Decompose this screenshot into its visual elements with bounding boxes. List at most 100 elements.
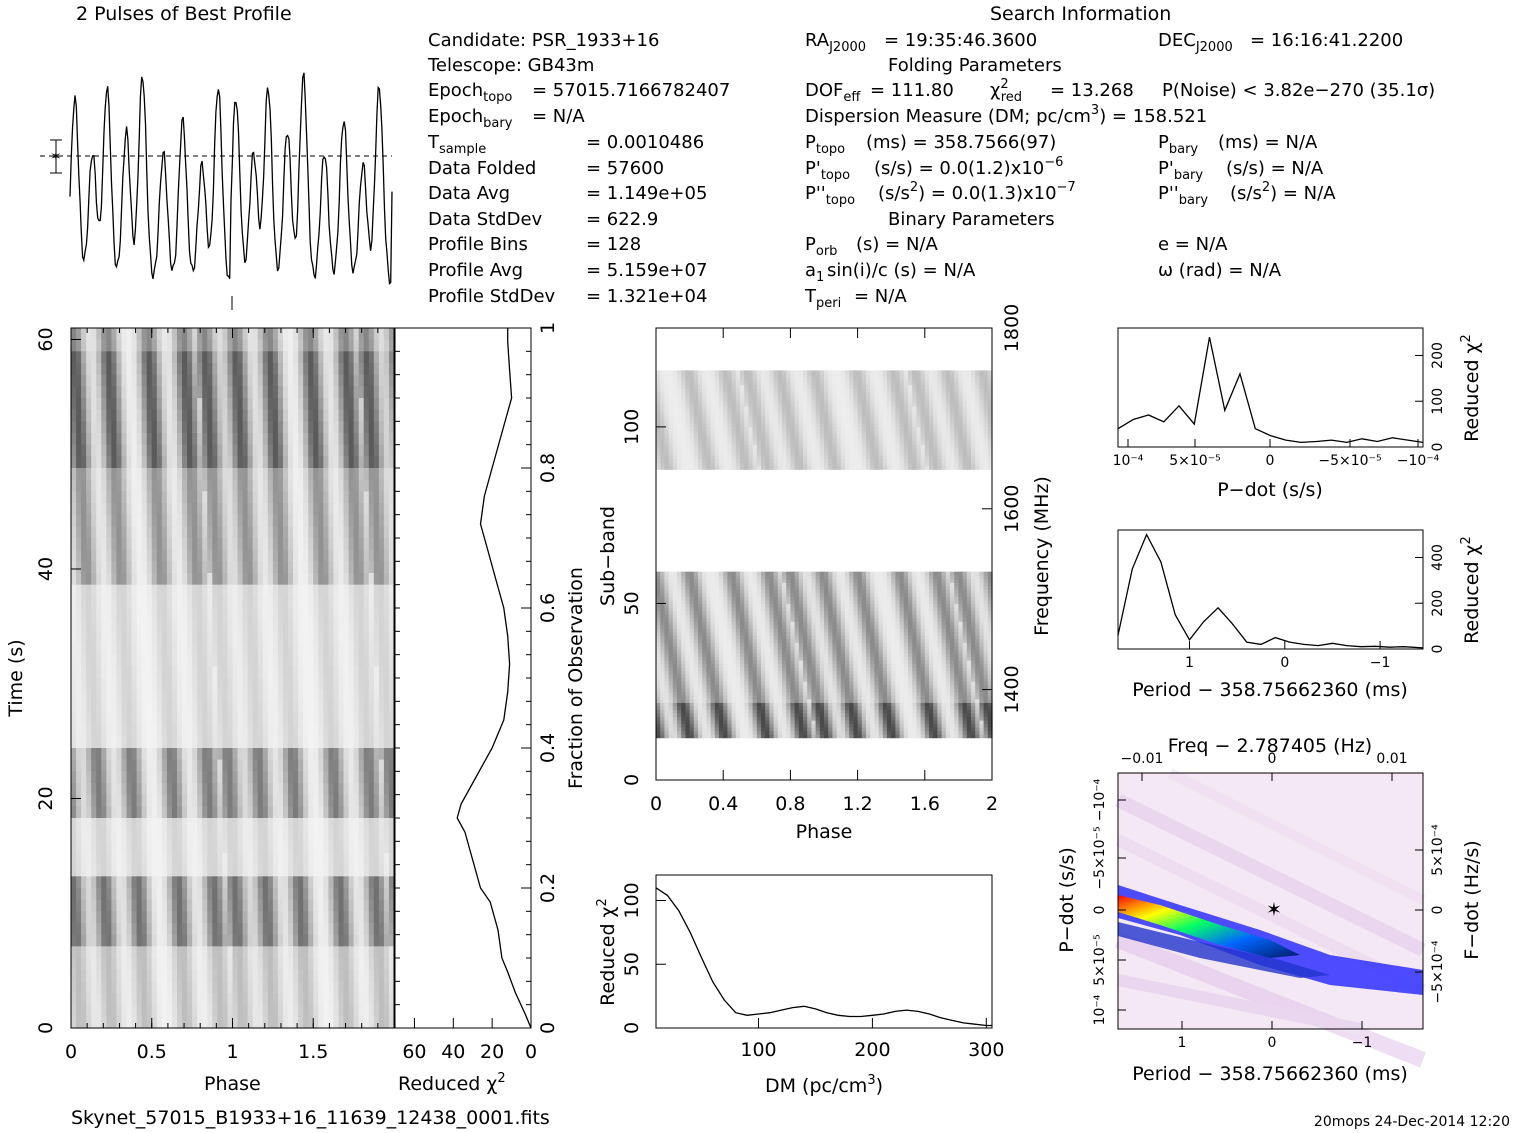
sb-xtick-label: 0.4 [708,793,738,815]
pe-xtick-label: 1 [1185,655,1194,671]
info-ra: = 19:35:46.3600 [884,30,1037,51]
info-pdot-topo: (s/s) = 0.0(1.2)x10−6 [874,155,1063,179]
info-prof-avg: = 5.159e+07 [586,260,707,281]
pdot-xlabel: P−dot (s/s) [1217,479,1323,501]
pd-xtick-label: −10⁻⁴ [1397,453,1440,469]
pdot-chi2-curve [1117,337,1424,444]
info-tperi-label: Tperi [804,286,841,311]
dm-chi2-curve [655,887,992,1027]
tp-xtick-label: 0.5 [137,1041,167,1063]
ppdot-best-marker: ✶ [1266,899,1282,921]
cf-ytick-label: 0.8 [537,453,559,483]
cf-ytick-label: 0.2 [537,873,559,903]
info-prof-std-label: Profile StdDev [428,286,556,307]
cf-ytick-label: 1 [537,322,559,334]
pp-x2tick-label: −0.01 [1121,751,1164,767]
ppdot-ylabel: P−dot (s/s) [1056,847,1078,953]
sb-xtick-label: 0 [650,793,662,815]
info-pdot-topo-label: P'topo [805,158,850,183]
info-pdot-bary: (s/s) = N/A [1226,158,1324,179]
tp-ytick-label: 60 [35,327,57,351]
pd-ytick-label: 100 [1430,388,1446,415]
cf-ytick-label: 0.4 [537,733,559,763]
info-data-folded: = 57600 [586,158,664,179]
cf-xtick-label: 0 [525,1041,537,1063]
profile-plot: ✶ [40,72,393,285]
chi2-fraction-plot: 60 40 20 0 0 0.2 0.4 0.6 0.8 1 Reduced χ2 Fracti… [394,322,587,1095]
pp-y2tick-label: 5×10⁻⁴ [1430,824,1446,876]
pd-xtick-label: −5×10⁻⁵ [1318,453,1381,469]
info-asini: sin(i)/c (s) = N/A [827,260,976,281]
tp-xtick-label: 1 [226,1041,238,1063]
footer-filename: Skynet_57015_B1933+16_11639_12438_0001.f… [71,1107,550,1129]
pdot-ylabel: Reduced χ2 [1459,334,1483,442]
info-tperi: = N/A [854,286,907,307]
tp-xtick-label: 1.5 [298,1041,328,1063]
info-prof-std: = 1.321e+04 [586,286,707,307]
pp-ytick-label: 0 [1092,906,1108,915]
profile-marker: ✶ [50,149,62,165]
dm-xtick-label: 300 [968,1039,1004,1061]
info-pddot-topo-label: P''topo [805,183,855,208]
pd-ytick-label: 0 [1430,443,1446,452]
pd-xtick-label: 5×10⁻⁵ [1169,453,1220,469]
time-phase-xlabel: Phase [204,1073,261,1095]
pe-xtick-label: 0 [1280,655,1289,671]
pp-xtick-label: 1 [1178,1035,1187,1051]
cf-ytick-label: 0 [537,1022,559,1034]
sb-y2tick-label: 1400 [1001,665,1023,713]
info-prof-bins-label: Profile Bins [428,234,528,255]
ppdot-plane-plot: ✶ 1 0 −1 −0.01 0 0.01 10⁻⁴ 5×10⁻⁵ 0 −5×10⁻⁵ −10⁻… [1056,735,1483,1085]
info-dec: = 16:16:41.2200 [1250,30,1403,51]
tp-xtick-label: 0 [65,1041,77,1063]
pp-ytick-label: −5×10⁻⁵ [1092,826,1108,889]
pdot-chi2-plot: 10⁻⁴ 5×10⁻⁵ 0 −5×10⁻⁵ −10⁻⁴ 0 100 200 P−dot (s… [1113,327,1483,501]
ppdot-band [1118,885,1423,995]
info-chi2-label: χ2 red [990,77,1022,105]
info-epoch-bary-label: Epochbary [428,106,513,131]
dm-ytick-label: 50 [621,952,643,976]
cf-ytick-label: 0.6 [537,593,559,623]
info-folding-header: Folding Parameters [888,55,1062,76]
subband-phase-plot: 0 0.4 0.8 1.2 1.6 2 0 50 100 1400 1600 1800 Phase… [597,304,1053,843]
time-phase-image [71,328,395,1029]
info-epoch-topo-label: Epochtopo [428,80,512,105]
info-tsample: = 0.0010486 [586,132,704,153]
info-ptopo-label: Ptopo [805,132,845,157]
ppdot-frame [1117,772,1424,1030]
info-pddot-bary-label: P''bary [1158,183,1208,208]
info-telescope: Telescope: GB43m [427,55,594,76]
search-info: Candidate: PSR_1933+16 Telescope: GB43m … [427,30,1435,311]
info-dm-line: Dispersion Measure (DM; pc/cm3) = 158.52… [805,103,1207,127]
period-chi2-curve [1117,533,1424,649]
search-title: Search Information [990,3,1171,25]
info-prof-avg-label: Profile Avg [428,260,523,281]
info-asini-label: a1 [805,260,824,285]
info-dec-label: DECJ2000 [1158,30,1233,55]
ppdot-x2label: Freq − 2.787405 (Hz) [1168,735,1372,757]
dm-xlabel: DM (pc/cm3) [765,1073,883,1097]
tp-ytick-label: 20 [35,786,57,810]
subband-phase-frame [655,327,993,781]
pp-x2tick-label: 0.01 [1376,751,1407,767]
sb-xtick-label: 1.2 [842,793,872,815]
sb-xtick-label: 1.6 [910,793,940,815]
cf-xtick-label: 20 [480,1041,504,1063]
dm-xtick-label: 100 [740,1039,776,1061]
pp-ytick-label: −10⁻⁴ [1092,778,1108,821]
sb-ytick-label: 50 [621,591,643,615]
sb-y2tick-label: 1600 [1001,485,1023,533]
info-dof: = 111.80 [870,80,954,101]
info-data-folded-label: Data Folded [428,158,536,179]
profile-title: 2 Pulses of Best Profile [76,3,292,25]
pdot-chi2-frame [1117,327,1424,448]
period-xlabel: Period − 358.75662360 (ms) [1132,679,1408,701]
pp-ytick-label: 10⁻⁴ [1092,994,1108,1025]
sb-y2tick-label: 1800 [1001,304,1023,352]
time-phase-ylabel: Time (s) [5,639,27,717]
info-pbary-label: Pbary [1158,132,1198,157]
footer-stamp: 20mops 24-Dec-2014 12:20 [1314,1114,1510,1130]
info-pddot-bary: (s/s2) = N/A [1230,180,1336,204]
ppdot-peak [1118,895,1300,958]
